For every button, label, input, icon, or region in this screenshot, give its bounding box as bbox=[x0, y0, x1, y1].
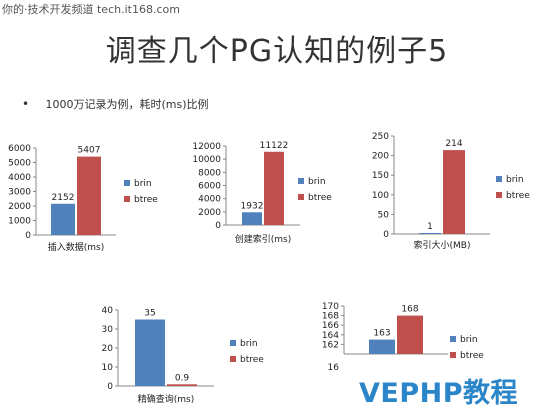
y-tick-label: 150 bbox=[372, 171, 389, 181]
legend-swatch-btree bbox=[298, 194, 304, 200]
legend-label-btree: btree bbox=[308, 193, 332, 203]
bullet-dot-icon: • bbox=[22, 97, 30, 111]
x-axis-label: 插入数据(ms) bbox=[48, 241, 104, 253]
y-tick-label: 6000 bbox=[198, 182, 221, 192]
data-label-btree: 214 bbox=[445, 139, 462, 149]
y-tick-label: 2000 bbox=[198, 208, 221, 218]
y-tick-label: 200 bbox=[372, 152, 389, 162]
bar-btree bbox=[443, 150, 465, 234]
y-tick-label: 30 bbox=[102, 325, 114, 335]
data-label-brin: 1 bbox=[427, 222, 433, 232]
legend-label-brin: brin bbox=[134, 179, 152, 189]
legend-swatch-brin bbox=[450, 336, 456, 342]
legend-label-btree: btree bbox=[460, 351, 484, 361]
y-tick-label: 168 bbox=[322, 312, 339, 322]
x-axis-label: 索引大小(MB) bbox=[414, 239, 471, 251]
y-tick-label: 5000 bbox=[8, 159, 31, 169]
bullet-line: • 1000万记录为例，耗时(ms)比例 bbox=[22, 96, 209, 112]
chart-index-size: 0 50 100 150 200 250 1 214 索引大小(MB) brin btree bbox=[372, 132, 530, 251]
y-tick-label: 0 bbox=[25, 231, 31, 241]
data-label-brin: 1932 bbox=[241, 201, 264, 211]
data-label-btree: 0.9 bbox=[175, 373, 190, 383]
legend-swatch-brin bbox=[230, 340, 236, 346]
data-label-btree: 5407 bbox=[78, 146, 101, 156]
y-tick-label: 6000 bbox=[8, 144, 31, 154]
legend-label-btree: btree bbox=[134, 195, 158, 205]
x-axis-label: 创建索引(ms) bbox=[235, 233, 291, 245]
y-tick-label: 162 bbox=[322, 340, 339, 350]
y-tick-label: 4000 bbox=[8, 173, 31, 183]
chart-insert: 0 1000 2000 3000 4000 5000 6000 2152 5407 插入数据(ms… bbox=[8, 144, 158, 253]
legend-label-brin: brin bbox=[506, 175, 524, 185]
bar-brin bbox=[242, 212, 262, 225]
legend-swatch-btree bbox=[124, 196, 130, 202]
data-label-btree: 168 bbox=[401, 305, 418, 315]
data-label-brin: 35 bbox=[144, 309, 155, 319]
y-tick-label: 250 bbox=[372, 132, 389, 142]
data-label-brin: 2152 bbox=[52, 193, 75, 203]
bar-btree bbox=[397, 315, 423, 354]
legend-label-brin: brin bbox=[240, 339, 258, 349]
chart-exact-query: 0 10 20 30 40 35 0.9 精确查询(ms) brin btree bbox=[102, 306, 265, 405]
y-tick-label: 3000 bbox=[8, 188, 31, 198]
y-tick-label: 166 bbox=[322, 321, 339, 331]
y-tick-label: 2000 bbox=[8, 202, 31, 212]
bar-btree bbox=[264, 151, 284, 225]
legend-swatch-brin bbox=[124, 180, 130, 186]
slide-title: 调查几个PG认知的例子5 bbox=[105, 34, 449, 69]
y-tick-label: 16 bbox=[328, 363, 340, 373]
bar-brin bbox=[51, 203, 75, 235]
legend-label-brin: brin bbox=[308, 177, 326, 187]
y-tick-label: 12000 bbox=[192, 142, 221, 152]
legend-swatch-brin bbox=[496, 176, 502, 182]
y-tick-label: 10000 bbox=[192, 155, 221, 165]
bar-btree bbox=[77, 156, 101, 235]
site-watermark-top: 你的·技术开发频道 tech.it168.com bbox=[2, 3, 180, 16]
bullet-text: 1000万记录为例，耗时(ms)比例 bbox=[45, 98, 209, 111]
bar-brin bbox=[369, 339, 395, 354]
bar-brin bbox=[135, 319, 165, 386]
y-tick-label: 20 bbox=[102, 344, 114, 354]
y-tick-label: 40 bbox=[102, 306, 114, 316]
y-tick-label: 164 bbox=[322, 331, 339, 341]
data-label-brin: 163 bbox=[373, 329, 390, 339]
legend-swatch-btree bbox=[230, 356, 236, 362]
data-label-btree: 11122 bbox=[260, 141, 289, 151]
bar-brin bbox=[419, 233, 441, 234]
legend-swatch-btree bbox=[496, 192, 502, 198]
y-tick-label: 0 bbox=[215, 221, 221, 231]
site-watermark-bottom: VEPHP教程 bbox=[358, 378, 518, 409]
y-tick-label: 100 bbox=[372, 191, 389, 201]
legend-label-btree: btree bbox=[506, 191, 530, 201]
bar-btree bbox=[167, 384, 197, 386]
y-tick-label: 0 bbox=[107, 382, 113, 392]
y-tick-label: 4000 bbox=[198, 195, 221, 205]
legend-swatch-btree bbox=[450, 352, 456, 358]
x-axis-label: 精确查询(ms) bbox=[138, 393, 194, 405]
legend-label-brin: brin bbox=[460, 335, 478, 345]
y-tick-label: 8000 bbox=[198, 168, 221, 178]
legend-swatch-brin bbox=[298, 178, 304, 184]
chart-create-index: 0 2000 4000 6000 8000 10000 12000 1932 11122 创建索引… bbox=[192, 141, 332, 245]
y-tick-label: 10 bbox=[102, 363, 114, 373]
legend-label-btree: btree bbox=[240, 355, 264, 365]
y-tick-label: 0 bbox=[383, 230, 389, 240]
y-tick-label: 50 bbox=[378, 210, 390, 220]
y-tick-label: 1000 bbox=[8, 217, 31, 227]
y-tick-label: 170 bbox=[322, 302, 339, 312]
